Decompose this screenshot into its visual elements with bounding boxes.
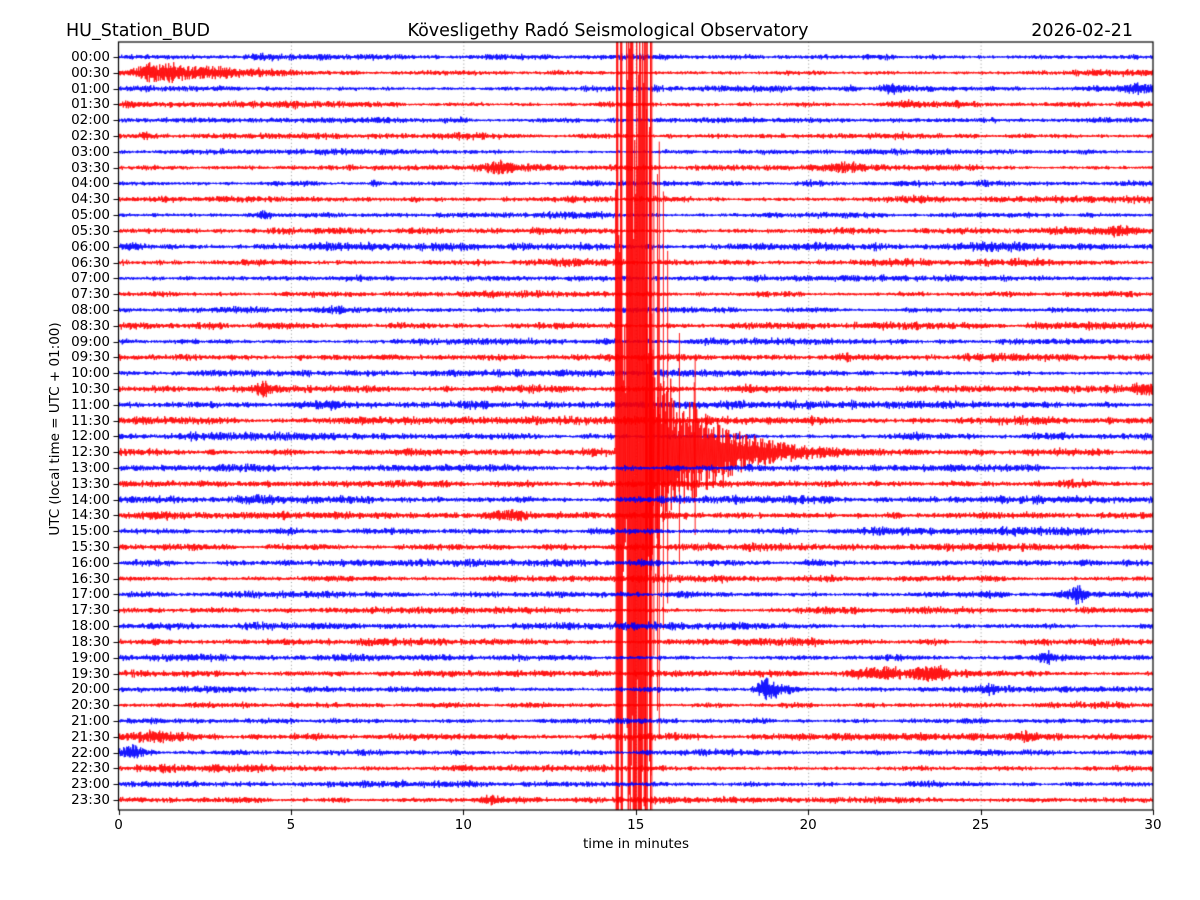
- date-title: 2026-02-21: [1031, 21, 1133, 41]
- row-label: 23:30: [71, 792, 110, 808]
- row-label: 13:00: [71, 460, 110, 477]
- row-label: 12:00: [71, 428, 110, 445]
- row-label: 16:00: [71, 554, 110, 571]
- x-tick-label: 5: [286, 817, 296, 833]
- x-tick-label: 20: [799, 817, 817, 833]
- row-label: 12:30: [71, 444, 110, 461]
- row-label: 01:00: [71, 80, 110, 97]
- row-label: 05:30: [71, 222, 110, 239]
- row-label: 13:30: [71, 475, 110, 492]
- x-tick-label: 25: [971, 817, 990, 833]
- x-tick-label: 10: [454, 817, 472, 833]
- row-label: 09:30: [71, 349, 110, 366]
- row-label: 02:00: [71, 112, 110, 129]
- row-label: 04:00: [71, 175, 110, 192]
- row-label: 22:30: [71, 760, 110, 777]
- row-label: 21:30: [71, 728, 110, 745]
- row-label: 18:00: [71, 618, 110, 635]
- row-label: 08:30: [71, 317, 110, 334]
- row-label: 17:00: [71, 586, 110, 603]
- row-label: 10:00: [71, 365, 110, 382]
- row-label: 03:30: [71, 159, 110, 176]
- row-label: 08:00: [71, 301, 110, 318]
- row-label: 03:00: [71, 143, 110, 160]
- row-label: 07:30: [71, 286, 110, 303]
- row-label: 01:30: [71, 96, 110, 113]
- row-label: 15:30: [71, 539, 110, 556]
- row-label: 02:30: [71, 128, 110, 145]
- row-label: 15:00: [71, 523, 110, 540]
- row-label: 17:30: [71, 602, 110, 619]
- row-label: 04:30: [71, 191, 110, 208]
- x-axis-title: time in minutes: [582, 836, 690, 852]
- x-tick-label: 30: [1144, 817, 1162, 833]
- y-axis-title-text: UTC (local time = UTC + 01:00): [47, 322, 63, 536]
- row-label: 11:30: [71, 412, 110, 429]
- row-label: 05:00: [71, 207, 110, 224]
- station-title: HU_Station_BUD: [66, 21, 210, 41]
- row-label: 00:00: [71, 49, 110, 65]
- row-label: 16:30: [71, 570, 110, 587]
- row-label: 19:30: [71, 665, 110, 682]
- row-label: 06:00: [71, 238, 110, 255]
- row-label: 09:00: [71, 333, 110, 350]
- row-label: 21:00: [71, 712, 110, 729]
- row-label: 18:30: [71, 633, 110, 650]
- row-label: 20:00: [71, 681, 110, 698]
- row-label: 10:30: [71, 380, 110, 397]
- row-label: 06:30: [71, 254, 110, 271]
- x-tick-label: 0: [114, 817, 123, 833]
- row-label: 14:00: [71, 491, 110, 508]
- row-label: 11:00: [71, 396, 110, 413]
- row-label: 19:00: [71, 649, 110, 666]
- row-label: 20:30: [71, 697, 110, 714]
- row-label: 14:30: [71, 507, 110, 524]
- observatory-title: Kövesligethy Radó Seismological Observat…: [407, 21, 809, 41]
- row-label: 23:00: [71, 776, 110, 793]
- row-label: 07:00: [71, 270, 110, 287]
- x-tick-label: 15: [627, 817, 645, 833]
- row-label: 22:00: [71, 744, 110, 761]
- row-label: 00:30: [71, 64, 110, 81]
